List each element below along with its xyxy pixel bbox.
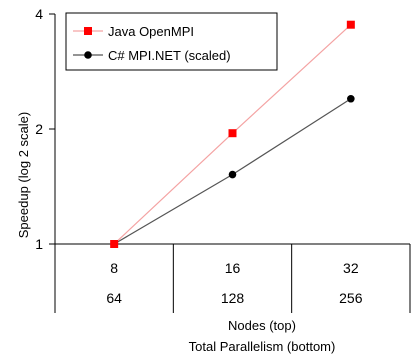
legend-label: C# MPI.NET (scaled) <box>108 48 231 63</box>
y-tick-label: 1 <box>35 236 43 252</box>
x-category-label: 16 <box>225 260 241 276</box>
x-axis-title: Nodes (top) <box>228 318 296 333</box>
data-point <box>347 94 355 103</box>
data-point <box>110 240 119 248</box>
x-category-label-bottom: 64 <box>106 290 122 306</box>
data-point <box>228 129 237 138</box>
x-category-label-bottom: 128 <box>221 290 245 306</box>
legend-label: Java OpenMPI <box>108 24 194 39</box>
y-tick-labels: 1 2 4 <box>35 6 55 252</box>
legend-marker <box>84 27 92 35</box>
x-category-label-bottom: 256 <box>339 290 363 306</box>
series-lines <box>110 20 355 248</box>
y-axis-title: Speedup (log 2 scale) <box>16 112 31 238</box>
y-tick-label: 4 <box>35 6 43 22</box>
category-table: 8 16 32 64 128 256 <box>106 244 411 313</box>
x-category-label: 32 <box>343 260 359 276</box>
x-category-label: 8 <box>110 260 118 276</box>
legend: Java OpenMPI C# MPI.NET (scaled) <box>65 12 278 71</box>
y-tick-label: 2 <box>35 121 43 137</box>
data-point <box>346 20 355 29</box>
data-point <box>228 170 237 179</box>
x-axis-title-bottom: Total Parallelism (bottom) <box>189 339 336 354</box>
legend-box <box>65 12 278 71</box>
legend-marker <box>84 51 92 59</box>
